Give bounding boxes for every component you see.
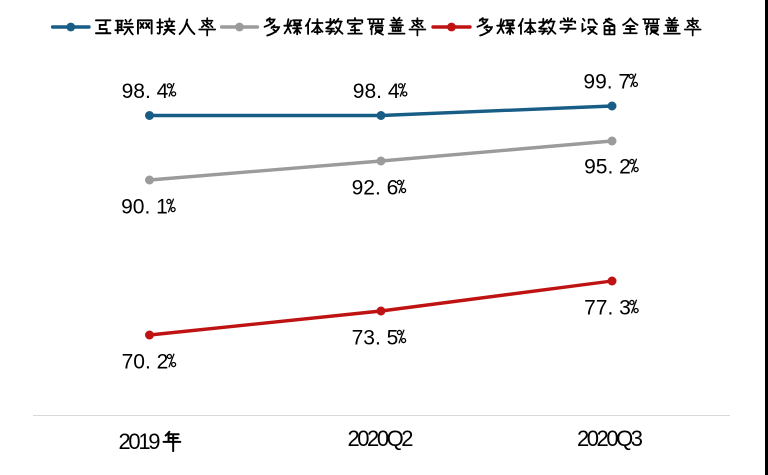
svg-text:90. 1: 90. 1 [121,196,168,219]
svg-text:70. 2: 70. 2 [122,351,169,374]
svg-text:2020Q2: 2020Q2 [348,426,414,451]
svg-text:77. 3: 77. 3 [584,297,631,320]
svg-text:99. 7: 99. 7 [583,70,630,93]
svg-text:2019: 2019 [119,429,161,454]
svg-text:98. 4: 98. 4 [122,80,169,103]
svg-text:92. 6: 92. 6 [352,177,399,200]
svg-text:95. 2: 95. 2 [584,156,631,179]
svg-text:98. 4: 98. 4 [353,80,400,103]
svg-text:73. 5: 73. 5 [352,327,399,350]
svg-text:2020Q3: 2020Q3 [577,426,643,451]
